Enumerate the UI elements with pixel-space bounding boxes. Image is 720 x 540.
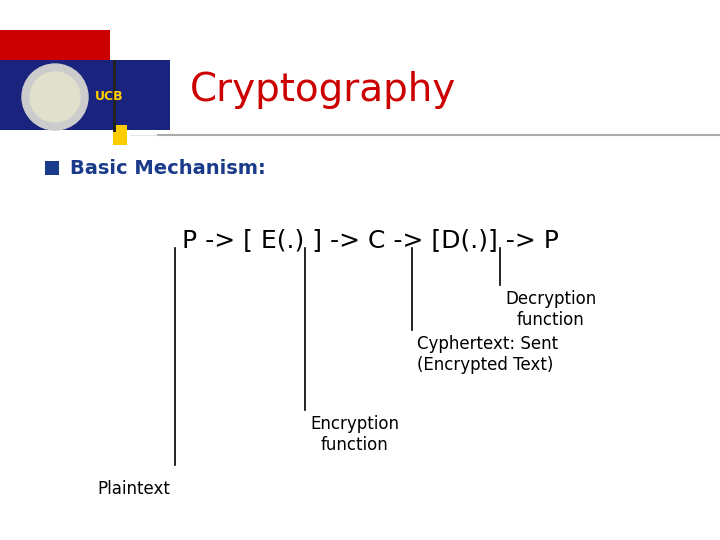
Text: Cryptography: Cryptography — [190, 71, 456, 109]
Text: P -> [ E(.) ] -> C -> [D(.)] -> P: P -> [ E(.) ] -> C -> [D(.)] -> P — [181, 228, 559, 252]
FancyBboxPatch shape — [0, 30, 110, 60]
Text: Cyphertext: Sent
(Encrypted Text): Cyphertext: Sent (Encrypted Text) — [417, 335, 558, 374]
FancyBboxPatch shape — [0, 60, 170, 130]
Text: Encryption
function: Encryption function — [310, 415, 399, 454]
FancyBboxPatch shape — [45, 161, 59, 175]
Text: Decryption
function: Decryption function — [505, 290, 596, 329]
Text: Basic Mechanism:: Basic Mechanism: — [70, 159, 266, 178]
Circle shape — [30, 72, 80, 122]
Text: Plaintext: Plaintext — [97, 480, 170, 498]
FancyBboxPatch shape — [113, 125, 127, 145]
FancyBboxPatch shape — [113, 60, 116, 132]
Circle shape — [22, 64, 88, 130]
Text: UCB: UCB — [95, 91, 124, 104]
